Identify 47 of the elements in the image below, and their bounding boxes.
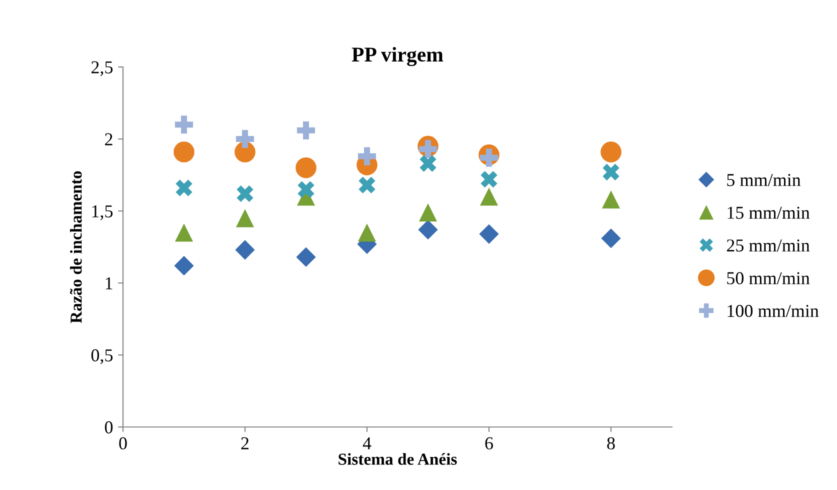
y-axis-title: Razão de inchamento [70, 171, 82, 324]
x-tick-label: 4 [362, 437, 372, 450]
point [235, 240, 255, 260]
x-tick-label: 2 [241, 437, 249, 450]
x-tick-label: 8 [607, 437, 615, 450]
point [358, 176, 376, 194]
point [358, 147, 376, 166]
legend-label: 15 mm/min [728, 206, 810, 219]
y-tick-label: 2,5 [92, 61, 113, 76]
legend-label: 5 mm/min [727, 174, 801, 186]
chart-title: PP virgem [352, 46, 444, 66]
point [418, 203, 438, 222]
point [418, 140, 438, 158]
point [296, 247, 316, 267]
y-tick-label: 1 [106, 277, 112, 290]
point [236, 209, 254, 228]
point [480, 170, 498, 188]
point [602, 190, 620, 209]
x-tick-label: 6 [485, 437, 493, 450]
point [236, 185, 254, 202]
point [174, 116, 194, 134]
point [479, 224, 499, 244]
point [480, 148, 498, 167]
point [296, 121, 316, 140]
legend-label: 25 mm/min [726, 239, 810, 252]
point [601, 228, 621, 248]
legend-label: 50 mm/min [727, 272, 810, 284]
y-tick-label: 1,5 [92, 205, 113, 220]
point [174, 256, 194, 276]
point [174, 142, 194, 162]
legend-label: 100 mm/min [728, 304, 819, 318]
point [236, 130, 254, 148]
point [296, 157, 316, 178]
point [418, 220, 438, 240]
y-tick-label: 2 [105, 133, 112, 146]
point [480, 188, 498, 206]
point [420, 155, 436, 172]
y-tick-label: 0 [104, 421, 113, 434]
point [600, 142, 622, 162]
x-tick-label: 0 [119, 437, 127, 450]
point [176, 180, 192, 196]
x-axis-title: Sistema de Anéis [338, 453, 457, 465]
y-tick-label: 0,5 [91, 349, 113, 364]
point [174, 224, 194, 242]
point [358, 224, 376, 242]
point [298, 181, 314, 198]
point [602, 164, 620, 180]
